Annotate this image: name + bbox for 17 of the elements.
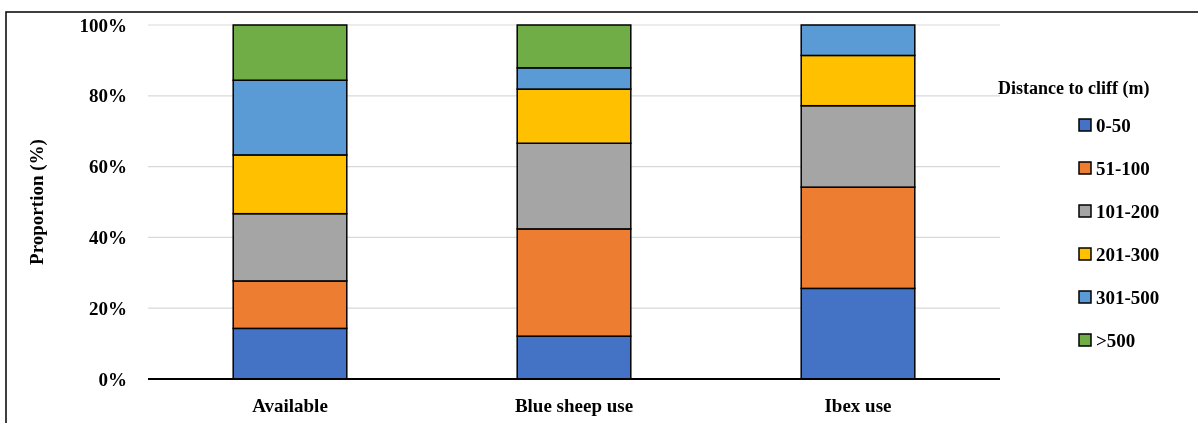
y-tick-label: 40%	[89, 227, 127, 249]
x-tick-label: Available	[252, 395, 328, 416]
y-axis-title: Proportion (%)	[26, 139, 48, 265]
legend-label: 301-500	[1096, 286, 1160, 308]
legend-label: 101-200	[1096, 200, 1160, 222]
x-tick-label: Ibex use	[824, 395, 892, 416]
legend-label: 51-100	[1096, 157, 1150, 179]
legend-title: Distance to cliff (m)	[998, 78, 1150, 99]
y-tick-label: 0%	[98, 368, 127, 390]
y-tick-label: 80%	[89, 85, 127, 107]
y-tick-label: 60%	[89, 156, 127, 178]
y-tick-label: 100%	[79, 14, 127, 36]
y-tick-label: 20%	[89, 297, 127, 319]
legend-label: 0-50	[1096, 114, 1131, 136]
legend-label: 201-300	[1096, 243, 1160, 265]
legend-label: >500	[1096, 329, 1136, 351]
x-tick-label: Blue sheep use	[514, 395, 634, 416]
